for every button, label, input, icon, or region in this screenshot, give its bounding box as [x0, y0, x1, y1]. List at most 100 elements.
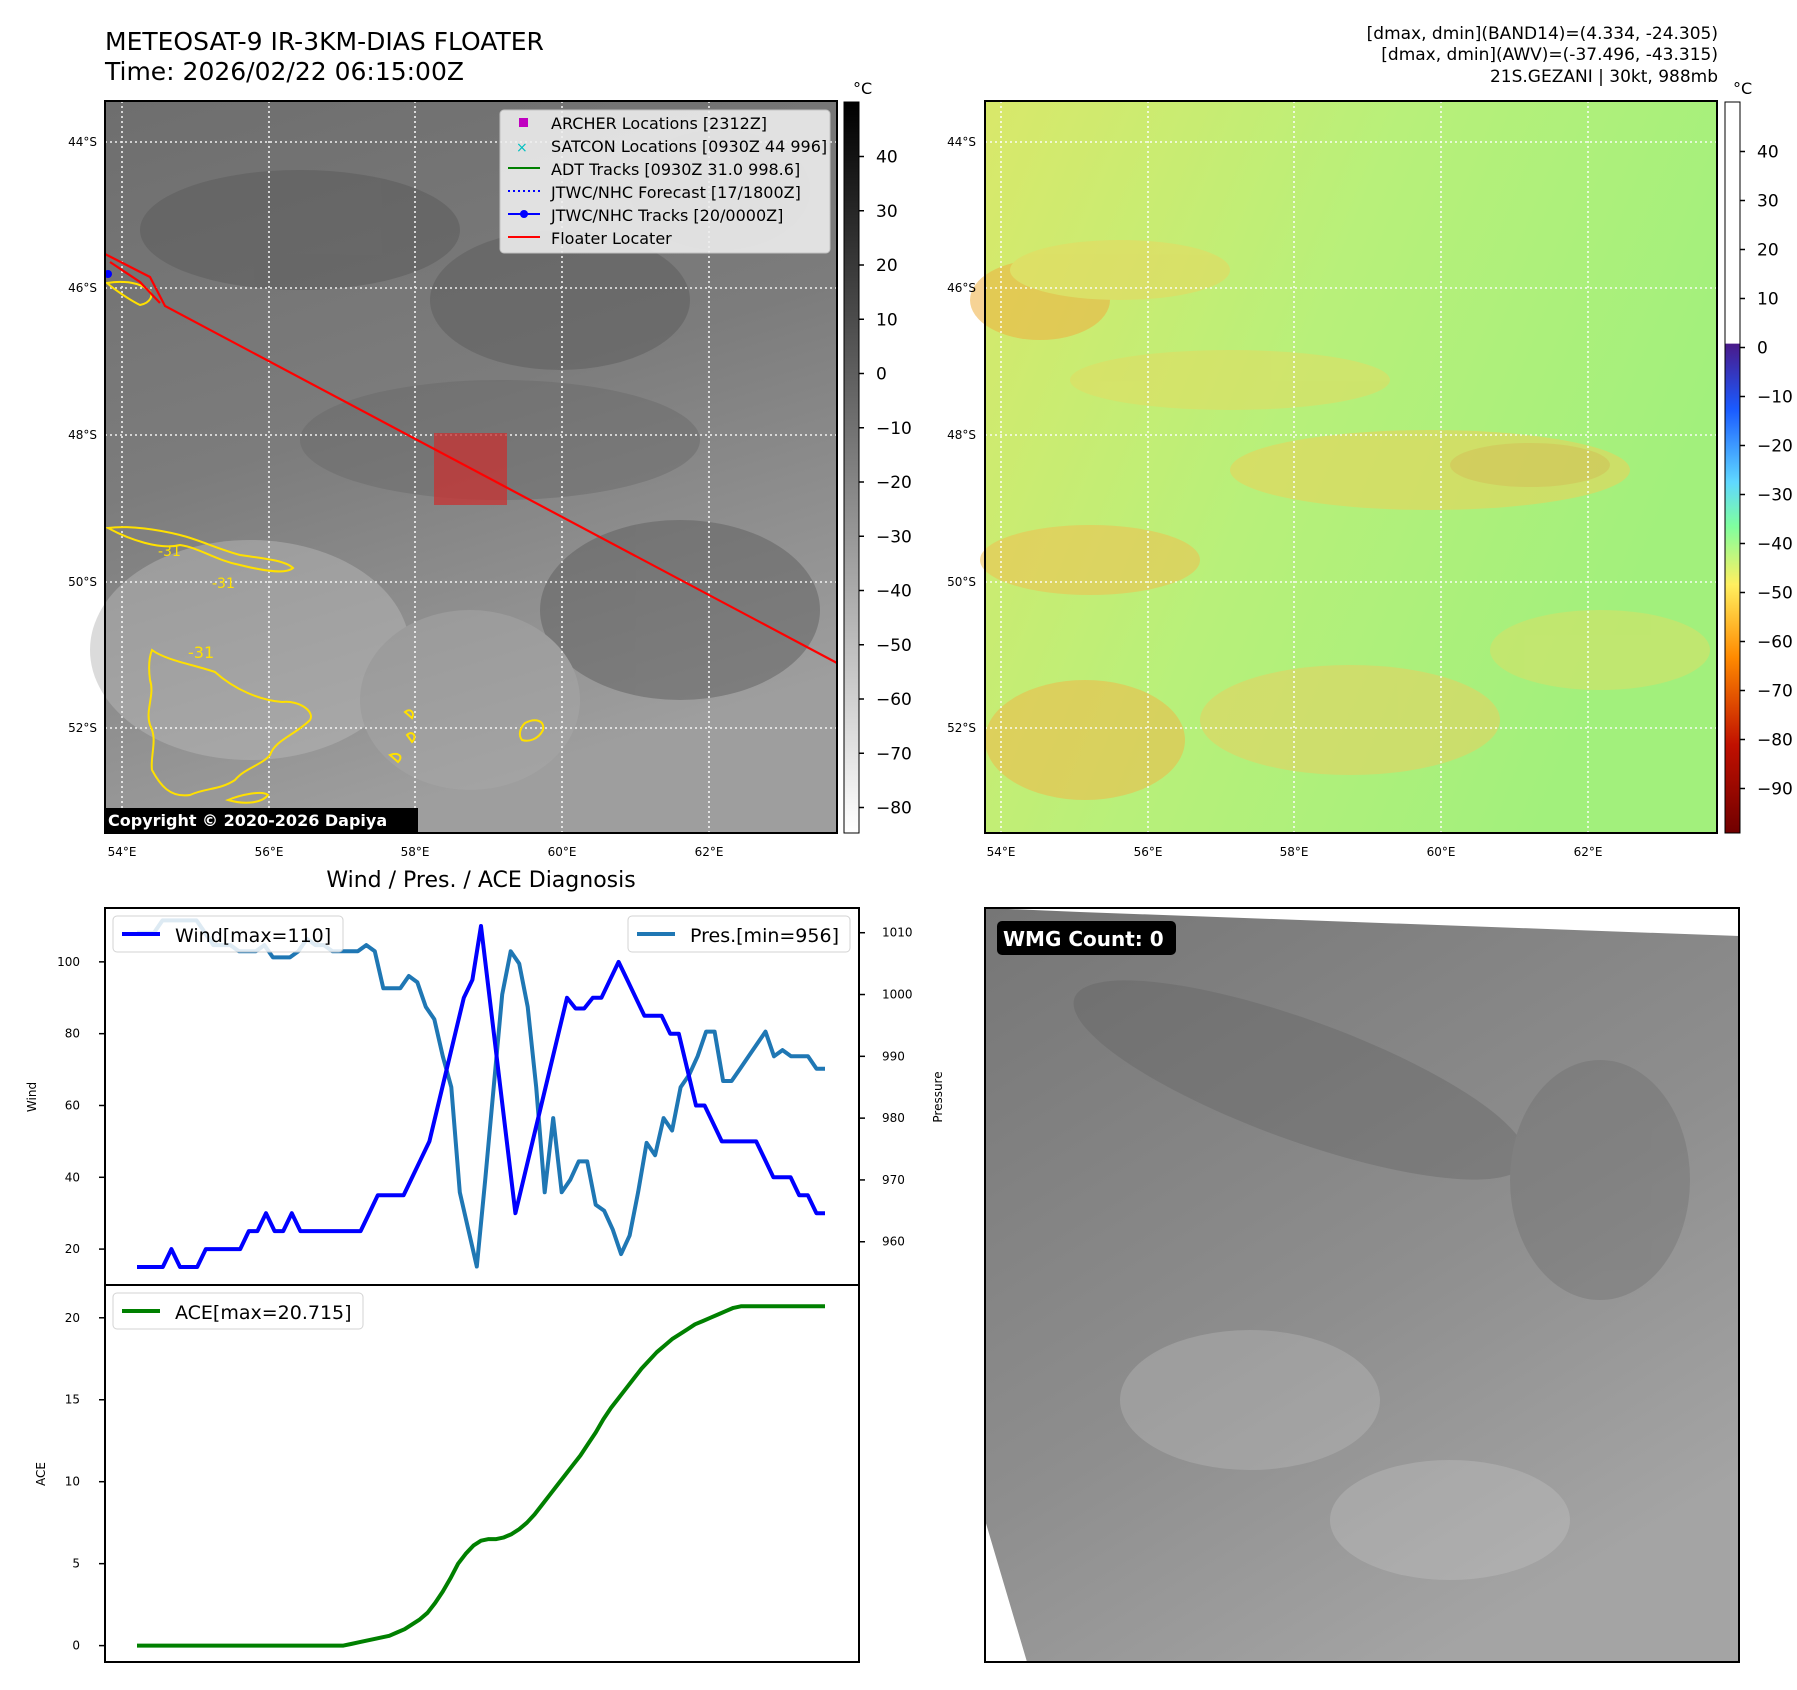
- ir-lon-62: 62°E: [695, 845, 724, 859]
- wv-colorbar-tick-label: −80: [1757, 731, 1793, 751]
- ace-series-line: [137, 1304, 825, 1648]
- wv-lon-56: 56°E: [1134, 845, 1163, 859]
- wind-axis-ticks: 100 80 60 40 20: [57, 955, 105, 1256]
- wind-axis-label: Wind: [25, 1082, 39, 1112]
- legend-forecast: JTWC/NHC Forecast [17/1800Z]: [550, 183, 801, 202]
- wv-lat-52: 52°S: [947, 721, 976, 735]
- wv-lat-48: 48°S: [947, 428, 976, 442]
- wind-axis-tick-label: 40: [65, 1170, 80, 1184]
- wv-field-texture: [970, 240, 1710, 800]
- ir-colorbar-tick-label: −60: [876, 690, 912, 710]
- ir-map-panel: -31 -31 -31 ARCHER Locations [2312Z] × S…: [68, 79, 912, 859]
- legend-satcon: SATCON Locations [0930Z 44 996]: [551, 137, 827, 156]
- copyright-bg: [104, 808, 418, 833]
- wmg-badge: WMG Count: 0: [1003, 927, 1164, 951]
- wv-colorbar-tick-label: −30: [1757, 486, 1793, 506]
- ir-colorbar-tick-label: 40: [876, 148, 898, 168]
- wmg-panel: WMG Count: 0: [984, 907, 1740, 1663]
- wv-colorbar-ticks: 40 30 20 10 0 −10 −20 −30 −40 −50 −60 −70 −80 −90: [1740, 143, 1793, 800]
- pressure-axis-tick-label: 990: [882, 1049, 905, 1063]
- diagnosis-panel: Wind / Pres. / ACE Diagnosis Wind Pressu…: [25, 868, 945, 1663]
- ir-frame: [104, 100, 838, 834]
- wv-colorbar-tick-label: −40: [1757, 535, 1793, 555]
- wmg-frame: [984, 907, 1740, 1663]
- wv-lon-54: 54°E: [987, 845, 1016, 859]
- pressure-axis-tick-label: 980: [882, 1111, 905, 1125]
- wv-colorbar-tick-label: −90: [1757, 780, 1793, 800]
- wv-colorbar-tick-label: 30: [1757, 192, 1779, 212]
- wv-lon-58: 58°E: [1280, 845, 1309, 859]
- ir-lat-52: 52°S: [68, 721, 97, 735]
- ace-axis-tick-label: 0: [72, 1639, 80, 1653]
- ir-cloud-texture: [90, 130, 820, 790]
- ir-contour-label-3: -31: [188, 643, 214, 662]
- pressure-axis-label: Pressure: [931, 1071, 945, 1122]
- wv-colorbar-tick-label: −10: [1757, 388, 1793, 408]
- wv-colorbar-tick-label: 10: [1757, 290, 1779, 310]
- wv-lon-labels: 54°E 56°E 58°E 60°E 62°E: [987, 845, 1603, 859]
- pressure-series-line: [137, 918, 825, 1269]
- info-line3: 21S.GEZANI | 30kt, 988mb: [1490, 67, 1718, 87]
- copyright: Copyright © 2020-2026 Dapiya: [108, 811, 387, 830]
- pressure-axis-tick-label: 1000: [882, 988, 913, 1002]
- info-line1: [dmax, dmin](BAND14)=(4.334, -24.305): [1367, 24, 1718, 44]
- ir-colorbar-tick-label: −70: [876, 744, 912, 764]
- ir-lat-44: 44°S: [68, 135, 97, 149]
- ir-colorbar-tick-label: 10: [876, 310, 898, 330]
- ir-colorbar-tick-label: 30: [876, 202, 898, 222]
- ir-lon-58: 58°E: [401, 845, 430, 859]
- ace-axis-ticks: 20 15 10 5 0: [65, 1311, 105, 1653]
- ir-colorbar-tick-label: −10: [876, 419, 912, 439]
- wv-map-panel: 44°S 46°S 48°S 50°S 52°S 54°E 56°E 58°E …: [947, 79, 1793, 859]
- pressure-axis-tick-label: 1010: [882, 926, 913, 940]
- ir-colorbar-tick-label: −40: [876, 582, 912, 602]
- wv-colorbar-unit: °C: [1733, 79, 1752, 98]
- wv-lon-60: 60°E: [1427, 845, 1456, 859]
- ir-lon-54: 54°E: [108, 845, 137, 859]
- wind-series-line: [137, 924, 825, 1269]
- figure-title-line2: Time: 2026/02/22 06:15:00Z: [104, 57, 464, 86]
- diagnosis-title: Wind / Pres. / ACE Diagnosis: [326, 868, 635, 893]
- pressure-axis-ticks: 1010 1000 990 980 970 960: [859, 926, 913, 1249]
- satcon-marker: ×: [516, 140, 528, 156]
- wind-axis-tick-label: 80: [65, 1027, 80, 1041]
- wind-axis-tick-label: 100: [57, 955, 80, 969]
- wv-colorbar-tick-label: −60: [1757, 633, 1793, 653]
- pressure-axis-tick-label: 970: [882, 1173, 905, 1187]
- ir-lat-labels: 44°S 46°S 48°S 50°S 52°S: [68, 135, 97, 735]
- ir-colorbar-tick-label: −20: [876, 473, 912, 493]
- wind-legend-text: Wind[max=110]: [175, 925, 331, 947]
- ace-axis-tick-label: 5: [72, 1557, 80, 1571]
- wv-lat-44: 44°S: [947, 135, 976, 149]
- ir-lon-60: 60°E: [548, 845, 577, 859]
- ir-colorbar-tick-label: 20: [876, 256, 898, 276]
- wv-lon-62: 62°E: [1574, 845, 1603, 859]
- ir-lon-labels: 54°E 56°E 58°E 60°E 62°E: [108, 845, 724, 859]
- ir-colorbar-tick-label: −50: [876, 636, 912, 656]
- ir-colorbar-tick-label: −80: [876, 799, 912, 819]
- wv-colorbar: °C 40 30 20 10 0 −10 −20 −30 −40 −50 −60 −70 −80 −90: [1724, 79, 1793, 834]
- wv-lat-labels: 44°S 46°S 48°S 50°S 52°S: [947, 135, 976, 735]
- ace-axis-tick-label: 20: [65, 1311, 80, 1325]
- wv-colorbar-tick-label: −70: [1757, 682, 1793, 702]
- wv-colorbar-tick-label: 20: [1757, 241, 1779, 261]
- wmg-image: [985, 908, 1739, 1662]
- pres-legend-box: [627, 915, 851, 953]
- legend-tracks: JTWC/NHC Tracks [20/0000Z]: [550, 206, 783, 225]
- ace-axis-tick-label: 15: [65, 1393, 80, 1407]
- ace-axes: [104, 1284, 860, 1663]
- ir-contour-label-2: -31: [212, 576, 235, 592]
- ace-axis-label: ACE: [34, 1462, 48, 1486]
- ir-colorbar-ticks: 40 30 20 10 0 −10 −20 −30 −40 −50 −60 −70 −80: [859, 148, 912, 819]
- legend-adt: ADT Tracks [0930Z 31.0 998.6]: [551, 160, 800, 179]
- ir-colorbar-tick-label: −30: [876, 527, 912, 547]
- ace-legend-text: ACE[max=20.715]: [175, 1302, 352, 1324]
- archer-marker: [519, 118, 528, 127]
- info-line2: [dmax, dmin](AWV)=(-37.496, -43.315): [1381, 45, 1718, 65]
- wv-lat-46: 46°S: [947, 281, 976, 295]
- figure-title-line1: METEOSAT-9 IR-3KM-DIAS FLOATER: [105, 27, 544, 56]
- ir-contours: [104, 280, 545, 804]
- ir-lat-46: 46°S: [68, 281, 97, 295]
- wv-colorbar-bar: [1724, 101, 1741, 834]
- legend-floater: Floater Locater: [551, 229, 672, 248]
